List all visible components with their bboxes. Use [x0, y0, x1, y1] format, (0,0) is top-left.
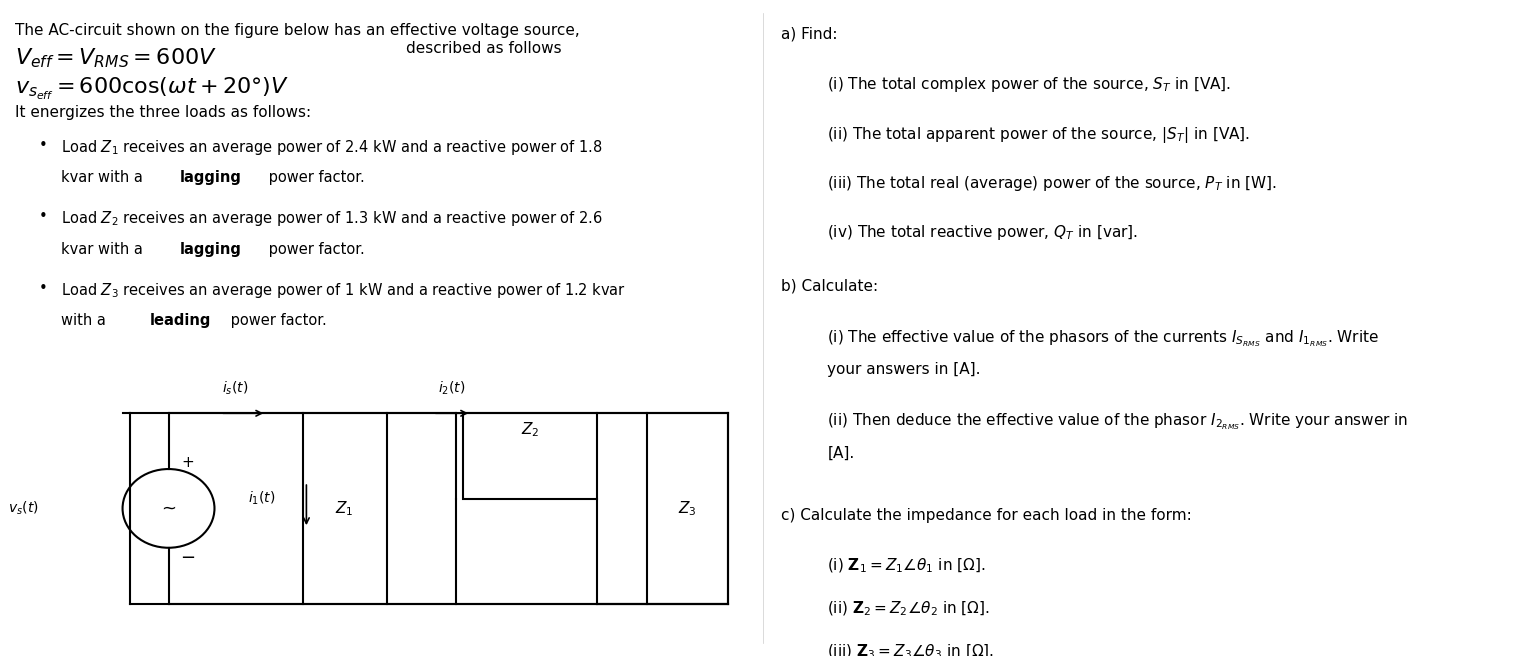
Text: $i_2(t)$: $i_2(t)$ [438, 379, 466, 397]
Text: c) Calculate the impedance for each load in the form:: c) Calculate the impedance for each load… [781, 508, 1192, 523]
Text: −: − [181, 548, 195, 567]
Text: $V_{eff} = V_{RMS} = 600V$: $V_{eff} = V_{RMS} = 600V$ [15, 46, 218, 70]
Text: $Z_3$: $Z_3$ [679, 499, 697, 518]
Text: described as follows: described as follows [406, 41, 562, 56]
Text: power factor.: power factor. [265, 242, 365, 256]
Text: Load $Z_1$ receives an average power of 2.4 kW and a reactive power of 1.8: Load $Z_1$ receives an average power of … [61, 138, 602, 157]
Text: your answers in [A].: your answers in [A]. [827, 362, 980, 377]
Text: power factor.: power factor. [227, 314, 326, 329]
Text: a) Find:: a) Find: [781, 26, 838, 41]
Text: (i) The total complex power of the source, $\mathbf{\mathit{S}}_T$ in [VA].: (i) The total complex power of the sourc… [827, 75, 1232, 94]
Text: kvar with a: kvar with a [61, 242, 147, 256]
Text: •: • [38, 281, 47, 296]
Text: (iv) The total reactive power, $\mathbf{\mathit{Q}}_T$ in [var].: (iv) The total reactive power, $\mathbf{… [827, 223, 1138, 242]
Text: •: • [38, 138, 47, 153]
FancyBboxPatch shape [463, 413, 597, 499]
FancyBboxPatch shape [303, 413, 386, 604]
Text: leading: leading [150, 314, 211, 329]
Text: ~: ~ [161, 499, 176, 518]
Text: (ii) The total apparent power of the source, $|\mathbf{\mathit{S}}_T|$ in [VA].: (ii) The total apparent power of the sou… [827, 125, 1250, 144]
Text: power factor.: power factor. [265, 170, 365, 185]
Text: kvar with a: kvar with a [61, 170, 147, 185]
Text: The AC-circuit shown on the figure below has an effective voltage source,: The AC-circuit shown on the figure below… [15, 23, 581, 38]
Text: $v_{s_{eff}} = 600\cos(\omega t + 20°)V$: $v_{s_{eff}} = 600\cos(\omega t + 20°)V$ [15, 75, 290, 102]
Text: (i) The effective value of the phasors of the currents $\mathbf{\mathit{I}}_{S_{: (i) The effective value of the phasors o… [827, 328, 1379, 348]
Text: b) Calculate:: b) Calculate: [781, 279, 878, 294]
Text: Load $Z_3$ receives an average power of 1 kW and a reactive power of 1.2 kvar: Load $Z_3$ receives an average power of … [61, 281, 627, 300]
Text: with a: with a [61, 314, 110, 329]
Text: Load $Z_2$ receives an average power of 1.3 kW and a reactive power of 2.6: Load $Z_2$ receives an average power of … [61, 209, 604, 228]
Text: $v_s(t)$: $v_s(t)$ [8, 500, 38, 517]
Text: (iii) $\mathbf{Z}_3 = Z_3\angle\theta_3$ in $[\Omega]$.: (iii) $\mathbf{Z}_3 = Z_3\angle\theta_3$… [827, 642, 994, 656]
FancyBboxPatch shape [647, 413, 728, 604]
Text: $Z_2$: $Z_2$ [521, 420, 539, 439]
Text: lagging: lagging [181, 242, 242, 256]
Text: (ii) Then deduce the effective value of the phasor $\mathbf{\mathit{I}}_{2_{RMS}: (ii) Then deduce the effective value of … [827, 411, 1408, 432]
Text: +: + [181, 455, 195, 470]
Text: (ii) $\mathbf{Z}_2 = Z_2\angle\theta_2$ in $[\Omega]$.: (ii) $\mathbf{Z}_2 = Z_2\angle\theta_2$ … [827, 600, 990, 618]
Text: It energizes the three loads as follows:: It energizes the three loads as follows: [15, 105, 311, 120]
Text: $i_1(t)$: $i_1(t)$ [248, 490, 276, 507]
Text: (iii) The total real (average) power of the source, $\mathbf{\mathit{P}}_T$ in [: (iii) The total real (average) power of … [827, 174, 1278, 193]
Text: $i_s(t)$: $i_s(t)$ [222, 379, 248, 397]
Text: [A].: [A]. [827, 445, 855, 461]
Text: •: • [38, 209, 47, 224]
Text: $Z_1$: $Z_1$ [336, 499, 354, 518]
Text: (i) $\mathbf{Z}_1 = Z_1\angle\theta_1$ in $[\Omega]$.: (i) $\mathbf{Z}_1 = Z_1\angle\theta_1$ i… [827, 557, 985, 575]
Text: lagging: lagging [181, 170, 242, 185]
